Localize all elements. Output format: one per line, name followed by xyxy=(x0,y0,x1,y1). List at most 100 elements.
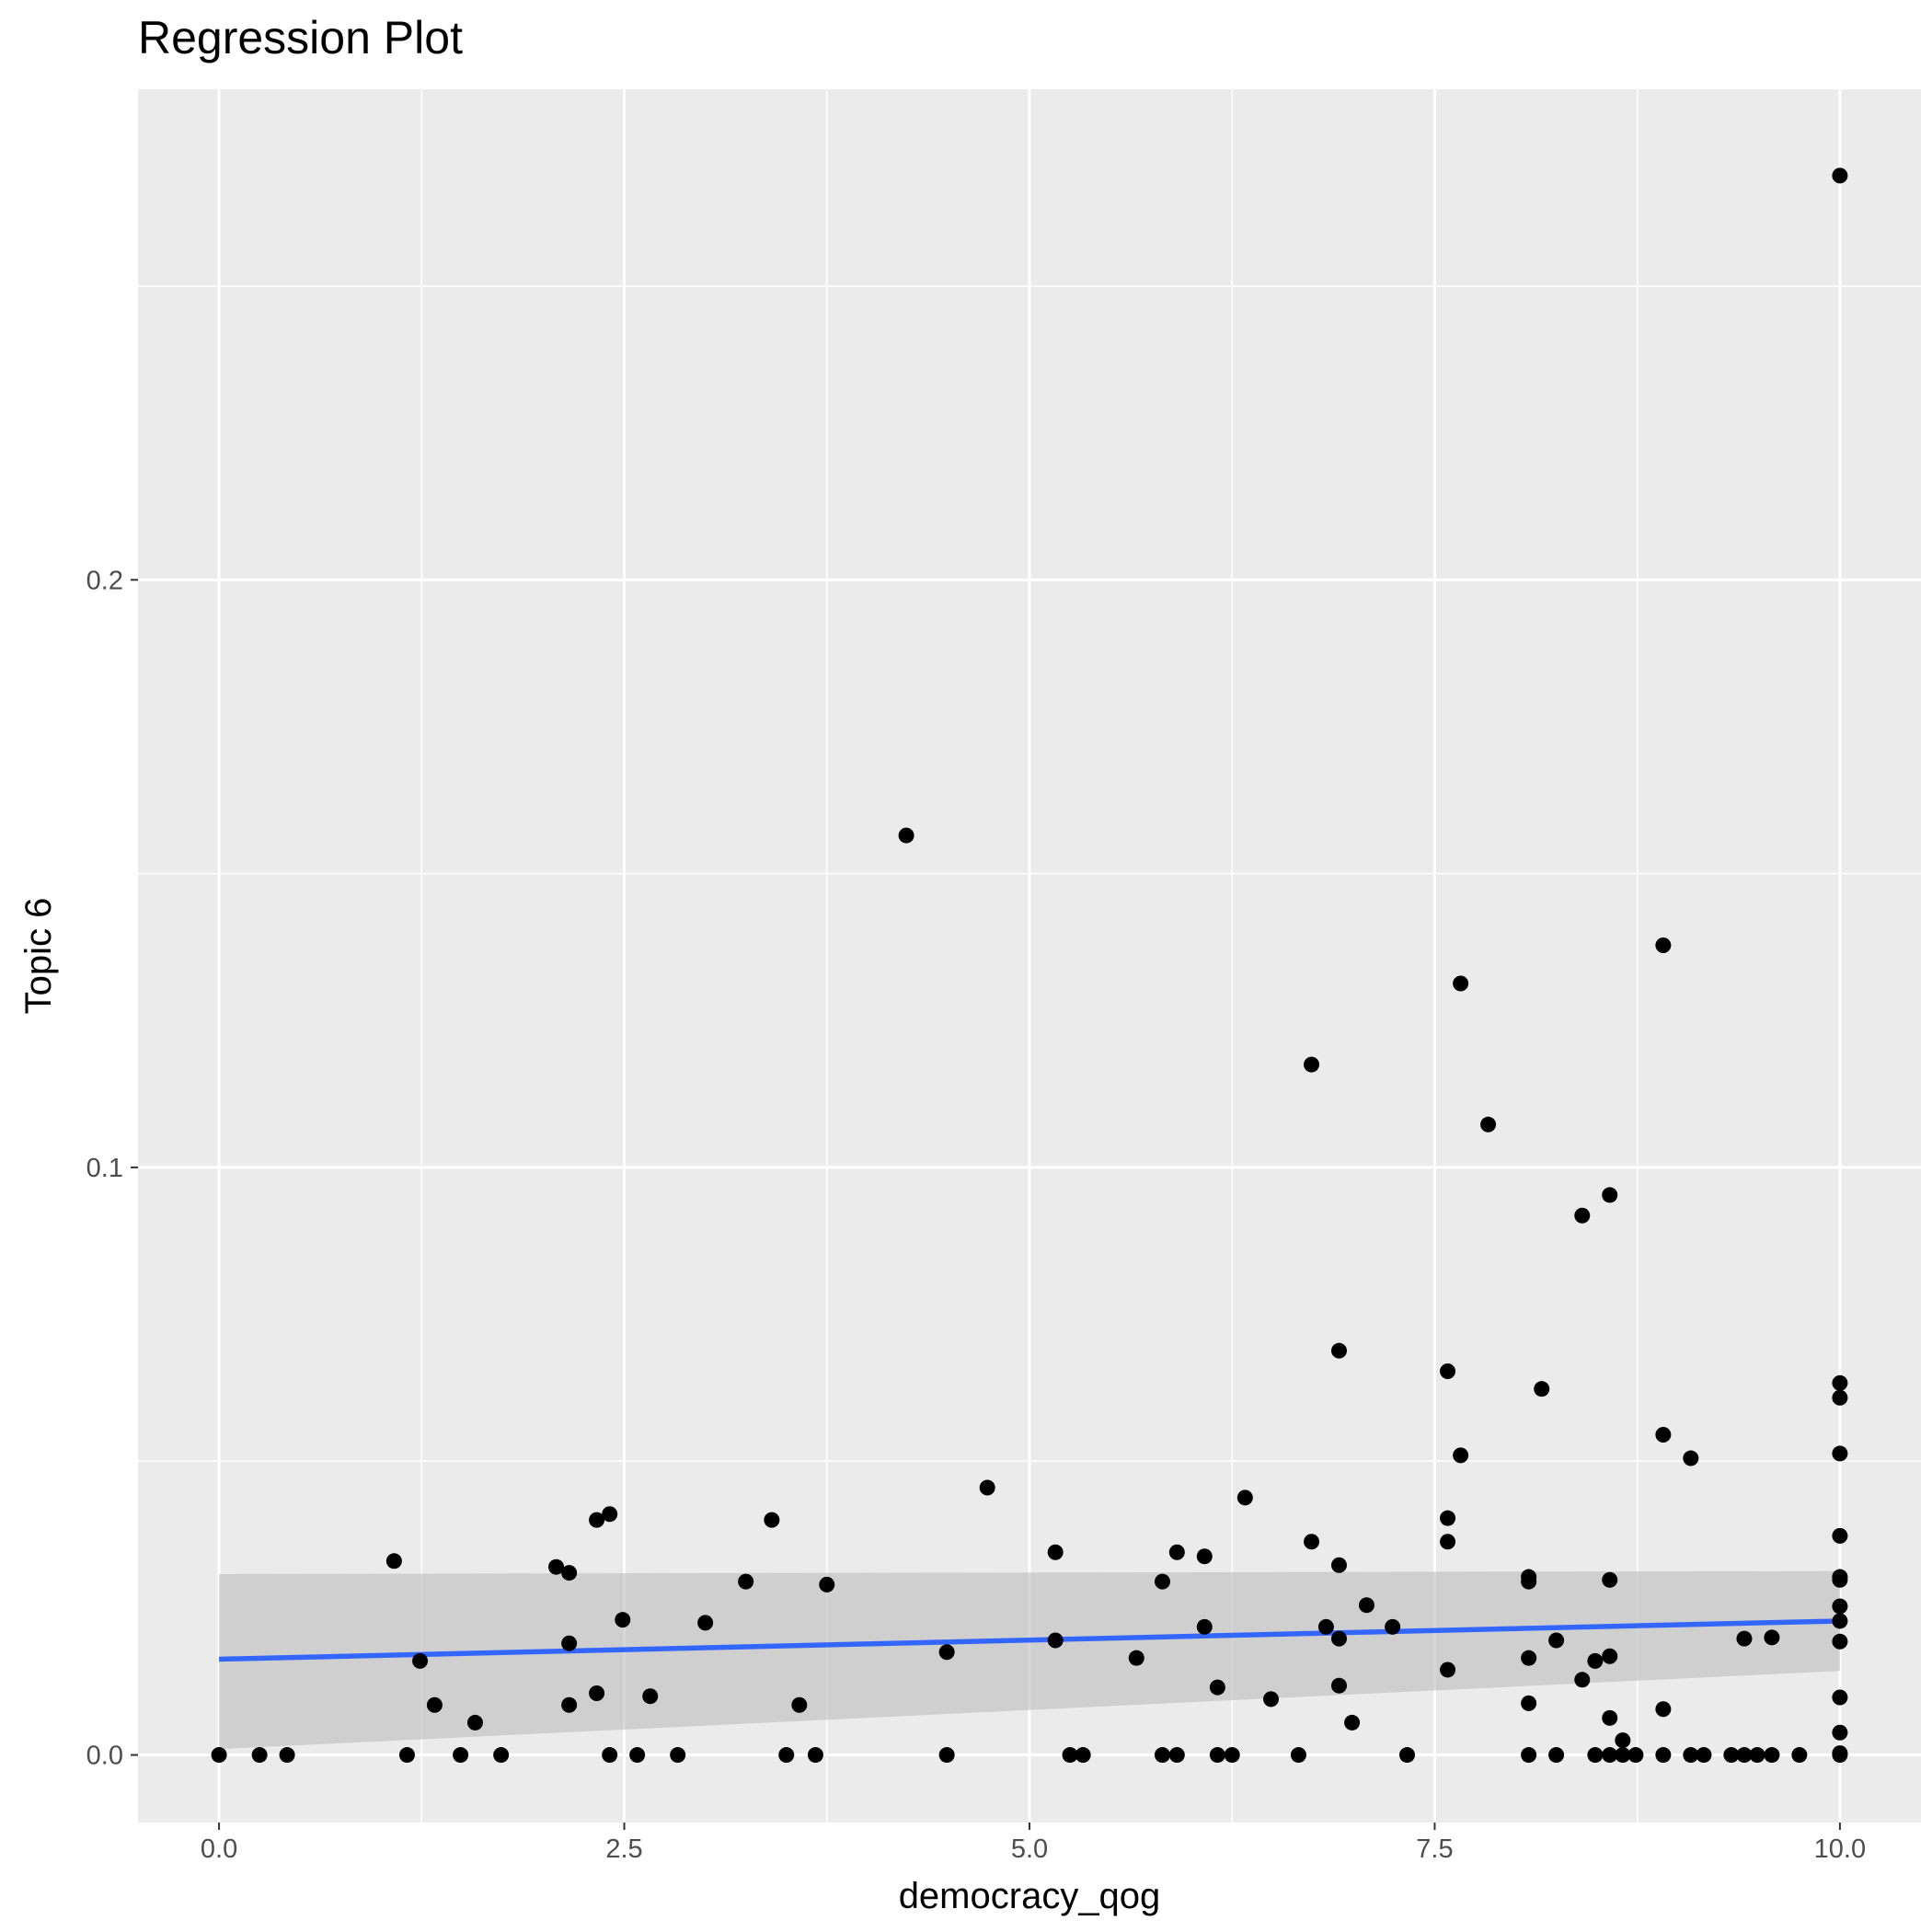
scatter-point xyxy=(819,1576,835,1593)
scatter-point xyxy=(764,1512,780,1528)
scatter-point xyxy=(1440,1534,1456,1550)
scatter-point xyxy=(1602,1747,1618,1764)
scatter-point xyxy=(1521,1650,1537,1666)
scatter-point xyxy=(1263,1691,1280,1708)
scatter-point xyxy=(807,1747,823,1764)
scatter-point xyxy=(1723,1747,1740,1764)
scatter-point xyxy=(1168,1747,1185,1764)
scatter-point xyxy=(1832,1724,1848,1741)
scatter-point xyxy=(1331,1342,1348,1359)
scatter-point xyxy=(453,1747,469,1764)
scatter-point xyxy=(1832,167,1848,184)
scatter-point xyxy=(1047,1632,1064,1649)
scatter-point xyxy=(548,1558,565,1575)
scatter-point xyxy=(778,1747,795,1764)
scatter-point xyxy=(1587,1652,1604,1669)
scatter-point xyxy=(1764,1629,1780,1646)
scatter-point xyxy=(1832,1445,1848,1462)
scatter-point xyxy=(1749,1747,1765,1764)
scatter-point xyxy=(1832,1747,1848,1764)
scatter-point xyxy=(1832,1633,1848,1650)
scatter-point xyxy=(1075,1747,1091,1764)
scatter-point xyxy=(1655,1747,1672,1764)
scatter-point xyxy=(1304,1534,1320,1550)
scatter-point xyxy=(561,1635,578,1651)
y-axis-title: Topic 6 xyxy=(18,898,59,1015)
scatter-point xyxy=(1154,1747,1170,1764)
scatter-point xyxy=(1440,1662,1456,1678)
scatter-point xyxy=(1736,1630,1753,1647)
scatter-point xyxy=(602,1506,618,1523)
major-gridlines xyxy=(138,89,1921,1823)
scatter-point xyxy=(466,1714,483,1731)
scatter-point xyxy=(898,827,914,844)
scatter-point xyxy=(1196,1548,1213,1565)
scatter-point xyxy=(1331,1630,1348,1647)
scatter-point xyxy=(1587,1747,1604,1764)
scatter-point xyxy=(1453,1447,1469,1464)
scatter-point xyxy=(1832,1527,1848,1544)
scatter-point xyxy=(412,1652,429,1669)
scatter-point xyxy=(1832,1374,1848,1391)
scatter-point xyxy=(1236,1489,1253,1506)
scatter-point xyxy=(426,1696,443,1713)
scatter-point xyxy=(1358,1597,1374,1614)
scatter-point xyxy=(1602,1571,1618,1588)
y-axis: 0.0 0.1 0.2 xyxy=(86,566,138,1771)
chart-title: Regression Plot xyxy=(138,12,463,63)
scatter-point xyxy=(1832,1389,1848,1406)
scatter-point xyxy=(1128,1650,1144,1666)
scatter-point xyxy=(670,1747,686,1764)
scatter-point xyxy=(1062,1747,1078,1764)
scatter-point xyxy=(1602,1187,1618,1203)
scatter-point xyxy=(1602,1709,1618,1726)
x-axis: 0.0 2.5 5.0 7.5 10.0 xyxy=(201,1823,1866,1864)
scatter-point xyxy=(1655,937,1672,954)
y-tick-label: 0.2 xyxy=(86,566,123,595)
scatter-point xyxy=(1832,1689,1848,1706)
scatter-point xyxy=(1615,1732,1631,1749)
regression-line-layer xyxy=(219,1618,1840,1662)
scatter-point xyxy=(1196,1618,1213,1635)
scatter-point xyxy=(1832,1571,1848,1588)
scatter-point xyxy=(1344,1714,1361,1731)
y-tick-label: 0.1 xyxy=(86,1154,123,1183)
scatter-point xyxy=(1453,975,1469,992)
scatter-point xyxy=(1209,1679,1225,1696)
scatter-point xyxy=(589,1512,605,1528)
scatter-point xyxy=(1615,1747,1631,1764)
scatter-point xyxy=(697,1615,714,1631)
scatter-point xyxy=(1317,1618,1334,1635)
scatter-point xyxy=(1683,1747,1699,1764)
scatter-point xyxy=(1764,1747,1780,1764)
scatter-point xyxy=(615,1612,631,1628)
scatter-point xyxy=(1574,1672,1591,1688)
scatter-point xyxy=(561,1565,578,1581)
x-tick-label: 7.5 xyxy=(1416,1834,1453,1864)
scatter-point xyxy=(1534,1381,1550,1397)
y-tick-label: 0.0 xyxy=(86,1742,123,1771)
scatter-point xyxy=(385,1553,402,1570)
scatter-point xyxy=(1399,1747,1416,1764)
scatter-point xyxy=(938,1747,955,1764)
scatter-point xyxy=(589,1685,605,1701)
x-axis-title: democracy_qog xyxy=(899,1876,1161,1916)
scatter-point xyxy=(1209,1747,1225,1764)
scatter-point xyxy=(398,1747,415,1764)
scatter-point xyxy=(642,1688,659,1705)
regression-line xyxy=(219,1618,1840,1662)
scatter-point xyxy=(1832,1598,1848,1615)
x-tick-label: 0.0 xyxy=(201,1834,237,1864)
scatter-point xyxy=(211,1747,227,1764)
scatter-point xyxy=(1736,1747,1753,1764)
scatter-point xyxy=(1440,1510,1456,1526)
scatter-point xyxy=(1168,1544,1185,1560)
scatter-point xyxy=(1602,1648,1618,1664)
scatter-point xyxy=(1304,1056,1320,1073)
scatter-point xyxy=(1290,1747,1306,1764)
scatter-point xyxy=(1791,1747,1808,1764)
scatter-point xyxy=(1696,1747,1712,1764)
scatter-points xyxy=(211,167,1848,1764)
scatter-point xyxy=(791,1696,808,1713)
